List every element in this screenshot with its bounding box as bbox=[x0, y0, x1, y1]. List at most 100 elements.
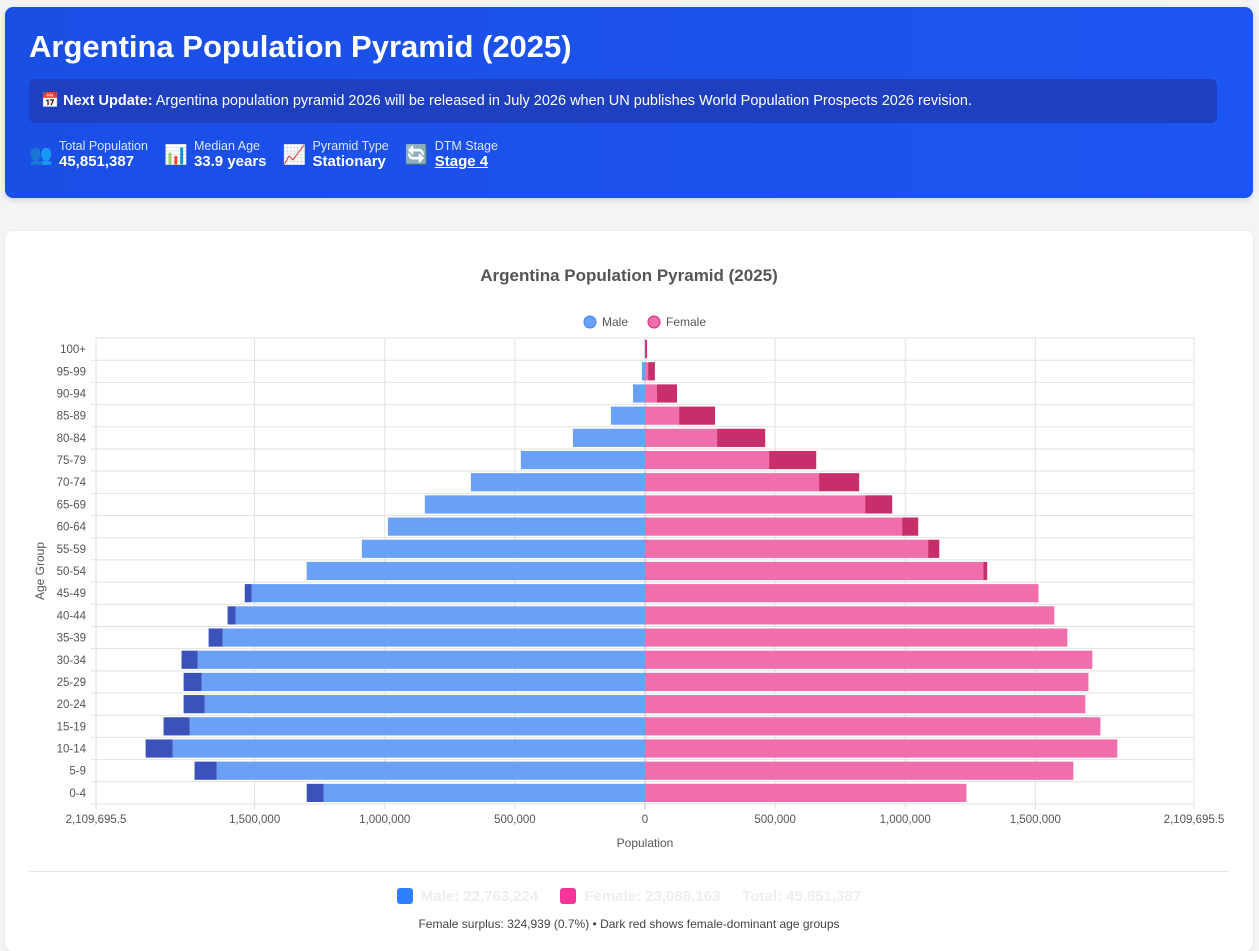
bar-female bbox=[645, 606, 1054, 624]
x-tick-label: 500,000 bbox=[754, 814, 796, 826]
calendar-icon: 📅 bbox=[41, 93, 59, 109]
bar-female bbox=[645, 584, 1038, 602]
y-tick-label: 5-9 bbox=[69, 766, 86, 778]
stat-label: Median Age bbox=[194, 139, 267, 153]
bar-male bbox=[252, 584, 645, 602]
x-tick-label: 0 bbox=[642, 814, 648, 826]
bar-male-surplus bbox=[146, 739, 173, 757]
bar-female bbox=[645, 451, 769, 469]
totals-summary: Male: 22,763,224 Female: 23,088,163 Tota… bbox=[5, 888, 1253, 905]
bar-male-surplus bbox=[195, 762, 217, 780]
bar-female bbox=[645, 562, 983, 580]
y-tick-label: 50-54 bbox=[57, 566, 87, 578]
x-tick-label: 2,109,695.5 bbox=[66, 814, 127, 826]
surplus-note: Female surplus: 324,939 (0.7%) • Dark re… bbox=[5, 917, 1253, 931]
stat-value: Stationary bbox=[313, 153, 389, 170]
legend-female-label: Female bbox=[666, 315, 706, 329]
bar-female bbox=[645, 651, 1092, 669]
page-title: Argentina Population Pyramid (2025) bbox=[29, 29, 572, 65]
legend-female[interactable]: Female bbox=[648, 315, 706, 329]
bar-female-surplus bbox=[679, 407, 715, 425]
bar-female bbox=[645, 362, 648, 380]
bar-female bbox=[645, 673, 1088, 691]
x-tick-label: 1,500,000 bbox=[229, 814, 280, 826]
y-tick-label: 85-89 bbox=[57, 411, 86, 423]
bar-male bbox=[611, 407, 645, 425]
bar-female bbox=[645, 695, 1085, 713]
y-tick-label: 0-4 bbox=[69, 788, 86, 800]
bar-female-surplus bbox=[902, 518, 918, 536]
bar-male bbox=[471, 473, 645, 491]
y-tick-label: 20-24 bbox=[57, 699, 87, 711]
divider bbox=[29, 871, 1229, 872]
bar-female-surplus bbox=[717, 429, 765, 447]
y-tick-label: 90-94 bbox=[57, 388, 87, 400]
bar-chart-icon: 📊 bbox=[164, 143, 186, 167]
legend-male[interactable]: Male bbox=[584, 315, 628, 329]
bar-male-surplus bbox=[184, 673, 202, 691]
bar-female-surplus bbox=[865, 495, 892, 513]
bar-female bbox=[645, 495, 865, 513]
bar-female bbox=[645, 762, 1073, 780]
female-swatch bbox=[560, 888, 576, 904]
bar-female bbox=[645, 717, 1100, 735]
female-total-text: Female: 23,088,163 bbox=[584, 888, 720, 905]
grand-total: Total: 45,851,387 bbox=[742, 888, 861, 905]
y-axis-title: Age Group bbox=[33, 542, 47, 600]
bar-male-surplus bbox=[182, 651, 198, 669]
y-tick-label: 10-14 bbox=[57, 744, 87, 756]
bar-female bbox=[645, 407, 679, 425]
bar-female bbox=[645, 540, 928, 558]
people-icon: 👥 bbox=[29, 143, 51, 167]
bar-female-surplus bbox=[928, 540, 939, 558]
bar-male-surplus bbox=[184, 695, 205, 713]
y-tick-label: 100+ bbox=[60, 344, 86, 356]
bar-female bbox=[645, 384, 657, 402]
chart-title: Argentina Population Pyramid (2025) bbox=[480, 266, 778, 285]
male-total: Male: 22,763,224 bbox=[397, 888, 539, 905]
stat-label: Total Population bbox=[59, 139, 148, 153]
bar-female bbox=[645, 473, 819, 491]
y-tick-label: 75-79 bbox=[57, 455, 86, 467]
bar-male-surplus bbox=[164, 717, 190, 735]
bar-female-surplus bbox=[983, 562, 987, 580]
y-tick-label: 25-29 bbox=[57, 677, 86, 689]
bar-female bbox=[645, 429, 717, 447]
male-swatch bbox=[397, 888, 413, 904]
dtm-stage-link[interactable]: Stage 4 bbox=[435, 153, 498, 170]
female-total: Female: 23,088,163 bbox=[560, 888, 720, 905]
y-tick-label: 55-59 bbox=[57, 544, 86, 556]
bar-female-surplus bbox=[819, 473, 859, 491]
x-tick-label: 1,500,000 bbox=[1010, 814, 1061, 826]
bar-male bbox=[173, 739, 645, 757]
bar-male bbox=[190, 717, 645, 735]
stat-value: 45,851,387 bbox=[59, 153, 148, 170]
male-total-text: Male: 22,763,224 bbox=[421, 888, 539, 905]
bar-male bbox=[521, 451, 645, 469]
bar-female-surplus bbox=[657, 384, 677, 402]
y-tick-label: 70-74 bbox=[57, 477, 87, 489]
bar-female bbox=[645, 628, 1067, 646]
next-update-note: 📅 Next Update: Argentina population pyra… bbox=[29, 79, 1217, 123]
bar-male bbox=[633, 384, 645, 402]
chart-card: Argentina Population Pyramid (2025) Male… bbox=[5, 231, 1253, 951]
bar-male bbox=[388, 518, 645, 536]
cycle-icon: 🔄 bbox=[405, 143, 427, 167]
x-tick-label: 500,000 bbox=[494, 814, 536, 826]
y-tick-label: 30-34 bbox=[57, 655, 87, 667]
note-text: Argentina population pyramid 2026 will b… bbox=[156, 93, 972, 109]
bar-male bbox=[236, 606, 645, 624]
bar-female-surplus bbox=[769, 451, 816, 469]
bar-female-surplus bbox=[645, 340, 647, 358]
y-tick-label: 95-99 bbox=[57, 366, 86, 378]
pyramid-chart: Argentina Population Pyramid (2025) Male… bbox=[5, 231, 1253, 871]
bar-male bbox=[324, 784, 645, 802]
bar-male bbox=[425, 495, 645, 513]
y-tick-label: 65-69 bbox=[57, 499, 86, 511]
stat-label: Pyramid Type bbox=[313, 139, 389, 153]
x-tick-label: 1,000,000 bbox=[880, 814, 931, 826]
